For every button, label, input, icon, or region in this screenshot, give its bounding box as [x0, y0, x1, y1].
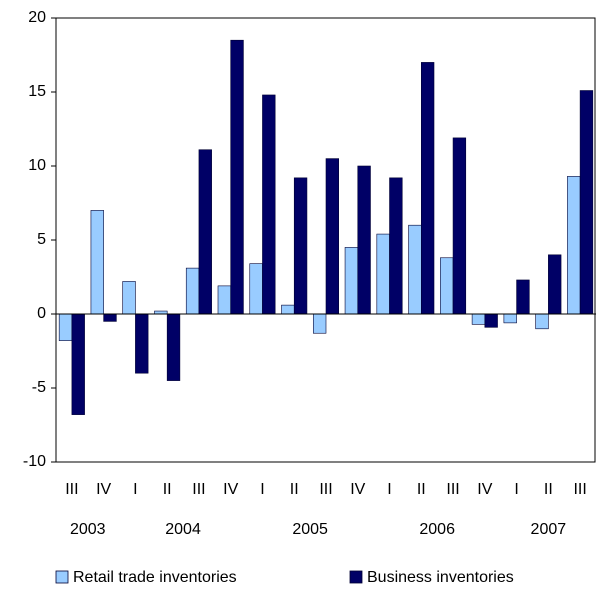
bar: [516, 279, 530, 315]
plot-frame: [55, 17, 596, 463]
y-tick-label: -5: [32, 379, 46, 396]
bar: [420, 62, 435, 315]
bar: [484, 313, 498, 328]
bar: [452, 137, 467, 315]
bar: [548, 254, 562, 315]
x-tick-label: I: [260, 481, 264, 498]
x-tick-label: I: [133, 481, 137, 498]
x-tick-label: IV: [96, 481, 111, 498]
x-group-label: 2003: [70, 521, 106, 538]
y-tick-label: 0: [37, 305, 46, 322]
bar: [567, 176, 581, 315]
bar: [389, 177, 403, 315]
x-tick-label: II: [544, 481, 553, 498]
x-tick-label: III: [192, 481, 205, 498]
bar: [535, 313, 549, 330]
x-tick-label: III: [65, 481, 78, 498]
bar: [376, 233, 390, 315]
x-tick-label: II: [290, 481, 299, 498]
legend-label: Business inventories: [367, 569, 514, 586]
x-tick-label: I: [387, 481, 391, 498]
bar: [357, 165, 371, 315]
bar: [344, 247, 359, 315]
legend-label: Retail trade inventories: [73, 569, 237, 586]
y-tick-label: 10: [28, 157, 46, 174]
x-tick-label: IV: [477, 481, 492, 498]
bar: [122, 281, 136, 315]
bar: [230, 39, 244, 315]
bar: [90, 210, 104, 315]
bar: [503, 313, 517, 324]
bar: [249, 263, 263, 315]
y-tick-label: -10: [23, 453, 46, 470]
x-tick-label: II: [163, 481, 172, 498]
bar: [166, 313, 181, 381]
y-tick-label: 15: [28, 83, 46, 100]
x-tick-label: IV: [223, 481, 238, 498]
legend-swatch: [55, 570, 69, 584]
x-group-label: 2004: [165, 521, 201, 538]
bar: [135, 313, 149, 374]
bar: [325, 158, 340, 315]
x-tick-label: II: [417, 481, 426, 498]
bar: [293, 177, 308, 315]
bar: [281, 304, 295, 315]
bar: [262, 94, 276, 315]
x-group-label: 2005: [292, 521, 328, 538]
bar: [103, 313, 117, 322]
x-group-label: 2007: [531, 521, 567, 538]
x-tick-label: III: [573, 481, 586, 498]
y-tick-label: 20: [28, 9, 46, 26]
bar: [408, 224, 422, 315]
x-group-label: 2006: [419, 521, 455, 538]
bar: [198, 149, 212, 315]
legend-swatch: [349, 570, 363, 584]
bar: [312, 313, 327, 334]
bar: [440, 257, 454, 315]
bar: [185, 267, 200, 315]
x-tick-label: IV: [350, 481, 365, 498]
x-tick-label: III: [319, 481, 332, 498]
y-tick-label: 5: [37, 231, 46, 248]
bar: [58, 313, 73, 341]
bar: [579, 90, 594, 315]
bar: [217, 285, 232, 315]
x-tick-label: III: [446, 481, 459, 498]
x-tick-label: I: [514, 481, 518, 498]
bar: [71, 313, 85, 415]
bar: [471, 313, 486, 325]
